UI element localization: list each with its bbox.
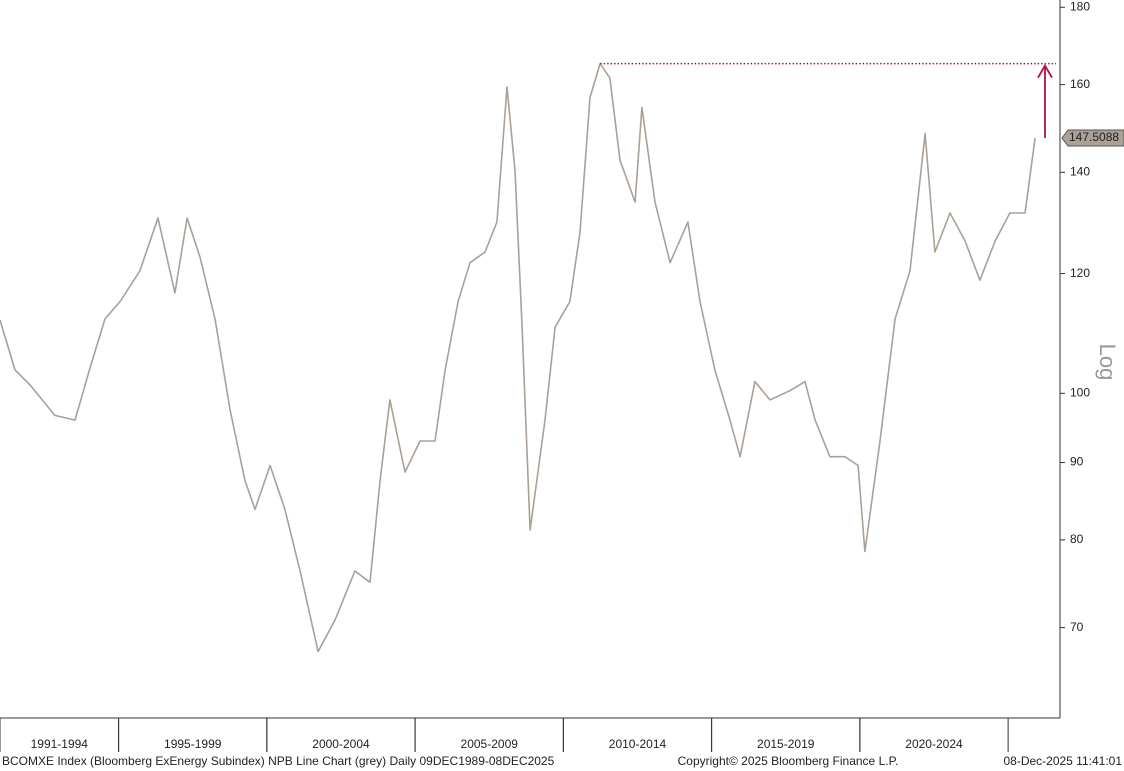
y-tick-label: 120 — [1070, 266, 1090, 280]
y-tick-label: 180 — [1070, 0, 1090, 13]
footer-left: BCOMXE Index (Bloomberg ExEnergy Subinde… — [2, 754, 555, 768]
price-line — [0, 62, 1036, 653]
x-period-label: 2010-2014 — [609, 737, 667, 751]
footer-right: 08-Dec-2025 11:41:01 — [1003, 754, 1122, 768]
x-period-label: 2005-2009 — [461, 737, 519, 751]
x-period-label: 2015-2019 — [757, 737, 815, 751]
last-value-label: 147.5088 — [1069, 130, 1119, 144]
y-tick-label: 140 — [1070, 165, 1090, 179]
x-period-label: 2000-2004 — [312, 737, 370, 751]
last-value-tag — [1061, 129, 1124, 147]
y-tick-label: 70 — [1070, 620, 1084, 634]
y-tick-label: 90 — [1070, 455, 1084, 469]
y-tick-label: 80 — [1070, 532, 1084, 546]
arrow-head — [1037, 63, 1053, 79]
y-tick-label: 100 — [1070, 386, 1090, 400]
x-period-label: 1991-1994 — [31, 737, 89, 751]
footer-center: Copyright© 2025 Bloomberg Finance L.P. — [678, 754, 899, 768]
y-axis-label: Log — [1095, 344, 1120, 381]
y-tick-label: 160 — [1070, 77, 1090, 91]
x-period-label: 2020-2024 — [905, 737, 963, 751]
x-period-label: 1995-1999 — [164, 737, 222, 751]
